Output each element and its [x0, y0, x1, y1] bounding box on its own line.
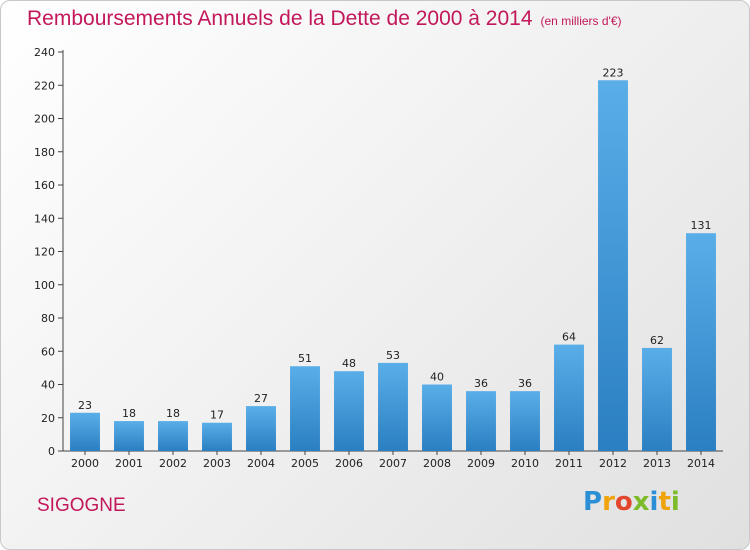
y-tick-label: 0	[48, 445, 55, 458]
y-tick-label: 100	[34, 279, 55, 292]
logo-letter: i	[649, 487, 659, 517]
x-tick-label: 2012	[599, 457, 627, 470]
logo-letter: x	[632, 487, 650, 517]
y-tick-label: 40	[41, 379, 55, 392]
y-tick-label: 20	[41, 412, 55, 425]
bar-value-label: 48	[342, 357, 356, 370]
bar	[158, 421, 188, 451]
bar-value-label: 36	[518, 377, 532, 390]
x-tick-label: 2008	[423, 457, 451, 470]
y-tick-label: 60	[41, 345, 55, 358]
bar-value-label: 18	[166, 407, 180, 420]
bar	[422, 384, 452, 451]
x-tick-label: 2007	[379, 457, 407, 470]
bar-value-label: 36	[474, 377, 488, 390]
bar	[510, 391, 540, 451]
chart-title: Remboursements Annuels de la Dette de 20…	[27, 7, 622, 31]
bar	[70, 412, 100, 451]
bar	[334, 371, 364, 451]
x-tick-label: 2000	[71, 457, 99, 470]
logo-letter: o	[614, 487, 633, 517]
x-tick-label: 2009	[467, 457, 495, 470]
y-tick-label: 180	[34, 146, 55, 159]
commune-name: SIGOGNE	[37, 495, 126, 516]
x-tick-label: 2002	[159, 457, 187, 470]
y-tick-label: 160	[34, 179, 55, 192]
bar-value-label: 40	[430, 371, 444, 384]
y-tick-label: 80	[41, 312, 55, 325]
x-tick-label: 2004	[247, 457, 275, 470]
logo-letter: t	[658, 487, 671, 517]
bar	[378, 362, 408, 451]
logo-letter: r	[602, 487, 615, 517]
bar-value-label: 23	[78, 399, 92, 412]
y-tick-label: 140	[34, 212, 55, 225]
bar	[642, 347, 672, 451]
chart-bars	[70, 80, 716, 451]
bar-value-label: 64	[562, 331, 576, 344]
bar-value-label: 27	[254, 392, 268, 405]
chart-unit: (en milliers d'€)	[540, 14, 622, 28]
bar	[598, 80, 628, 451]
bar-value-label: 51	[298, 352, 312, 365]
bar	[290, 366, 320, 451]
bar	[554, 344, 584, 451]
x-tick-label: 2014	[687, 457, 715, 470]
x-tick-label: 2013	[643, 457, 671, 470]
x-tick-label: 2011	[555, 457, 583, 470]
y-tick-label: 200	[34, 113, 55, 126]
y-tick-label: 120	[34, 246, 55, 259]
bar-value-label: 131	[691, 219, 712, 232]
bar	[466, 391, 496, 451]
x-tick-label: 2001	[115, 457, 143, 470]
bar-value-label: 18	[122, 407, 136, 420]
y-tick-label: 220	[34, 79, 55, 92]
bar	[246, 406, 276, 451]
logo-letter: i	[670, 487, 680, 517]
bar-value-label: 17	[210, 409, 224, 422]
logo-letter: P	[583, 487, 603, 517]
x-tick-label: 2006	[335, 457, 363, 470]
x-tick-label: 2010	[511, 457, 539, 470]
chart-labels: 23 2000 18 2001 18 2002 17 2003 27 2004 51 2005 48 20…	[71, 66, 715, 470]
chart-title-text: Remboursements Annuels de la Dette de 20…	[27, 7, 533, 30]
bar	[202, 422, 232, 451]
bar	[114, 421, 144, 451]
bar-value-label: 53	[386, 349, 400, 362]
proxiti-logo[interactable]: Proxiti	[583, 487, 680, 517]
y-tick-label: 240	[34, 46, 55, 59]
bar-value-label: 223	[603, 66, 624, 79]
x-tick-label: 2003	[203, 457, 231, 470]
bar	[686, 233, 716, 451]
bar-value-label: 62	[650, 334, 664, 347]
x-tick-label: 2005	[291, 457, 319, 470]
